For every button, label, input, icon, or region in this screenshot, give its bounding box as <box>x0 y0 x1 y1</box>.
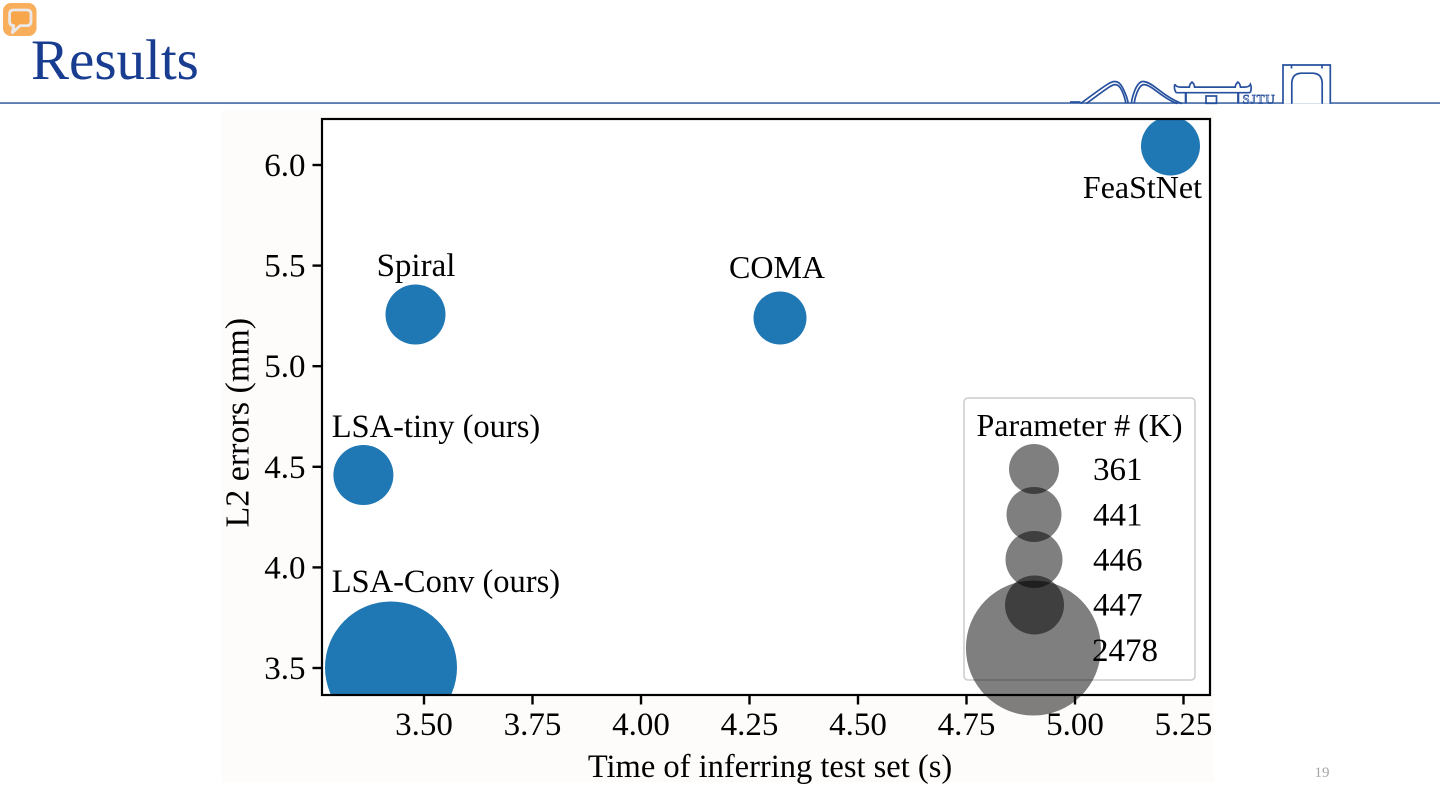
svg-text:SJTU: SJTU <box>1243 92 1276 107</box>
svg-text:19: 19 <box>1315 765 1330 781</box>
svg-text:Parameter # (K): Parameter # (K) <box>976 407 1182 443</box>
svg-text:6.0: 6.0 <box>264 148 305 184</box>
svg-text:361: 361 <box>1093 452 1143 488</box>
svg-text:FeaStNet: FeaStNet <box>1083 169 1202 205</box>
svg-text:LSA-Conv (ours): LSA-Conv (ours) <box>332 564 560 600</box>
svg-text:Time of inferring test set (s): Time of inferring test set (s) <box>588 749 952 785</box>
svg-text:2478: 2478 <box>1092 633 1158 669</box>
svg-text:4.5: 4.5 <box>264 450 305 486</box>
svg-text:LSA-tiny (ours): LSA-tiny (ours) <box>332 409 541 445</box>
svg-text:5.5: 5.5 <box>264 249 305 285</box>
svg-text:4.0: 4.0 <box>264 550 305 586</box>
svg-text:4.00: 4.00 <box>612 707 670 743</box>
svg-text:3.50: 3.50 <box>395 707 453 743</box>
svg-text:L2 errors (mm): L2 errors (mm) <box>220 318 257 528</box>
svg-text:3.75: 3.75 <box>504 707 562 743</box>
svg-text:4.50: 4.50 <box>829 707 887 743</box>
svg-text:COMA: COMA <box>729 249 825 285</box>
svg-text:4.75: 4.75 <box>938 707 996 743</box>
svg-text:Results: Results <box>31 29 199 92</box>
svg-text:446: 446 <box>1093 543 1143 579</box>
svg-text:Spiral: Spiral <box>377 248 456 284</box>
svg-text:447: 447 <box>1093 588 1143 624</box>
svg-text:5.0: 5.0 <box>264 349 305 385</box>
svg-text:441: 441 <box>1093 498 1143 534</box>
svg-text:5.25: 5.25 <box>1155 707 1213 743</box>
svg-text:3.5: 3.5 <box>264 651 305 687</box>
svg-text:4.25: 4.25 <box>721 707 779 743</box>
svg-text:5.00: 5.00 <box>1046 707 1104 743</box>
